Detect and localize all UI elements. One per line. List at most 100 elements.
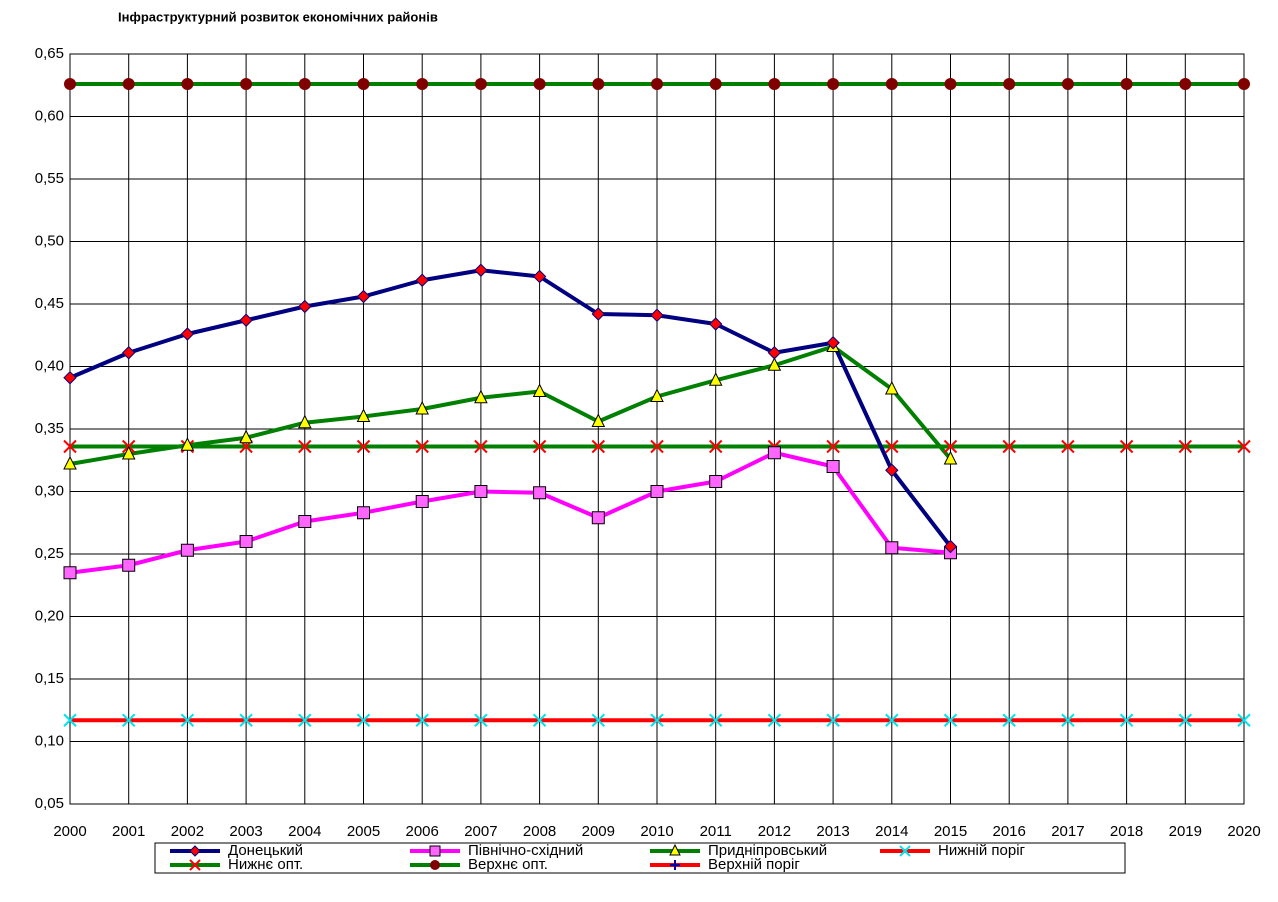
data-point bbox=[416, 78, 429, 90]
x-tick-label: 2013 bbox=[816, 823, 849, 840]
data-point bbox=[1061, 78, 1074, 90]
data-point bbox=[1061, 713, 1075, 727]
data-point bbox=[474, 78, 487, 90]
data-point bbox=[767, 446, 781, 460]
x-tick-label: 2010 bbox=[640, 823, 673, 840]
data-point bbox=[650, 388, 664, 402]
data-point bbox=[239, 313, 253, 327]
data-point bbox=[826, 439, 840, 454]
y-tick-label: 0,20 bbox=[35, 607, 64, 624]
data-point bbox=[356, 289, 371, 304]
data-point bbox=[63, 713, 77, 727]
data-point bbox=[885, 541, 899, 555]
data-point bbox=[532, 269, 547, 284]
x-tick-label: 2005 bbox=[347, 823, 380, 840]
data-point bbox=[474, 439, 488, 454]
data-point bbox=[943, 450, 958, 465]
data-point bbox=[827, 78, 840, 90]
x-tick-label: 2001 bbox=[112, 823, 145, 840]
data-point bbox=[826, 336, 840, 350]
x-tick-label: 2003 bbox=[229, 823, 262, 840]
y-tick-label: 0,35 bbox=[35, 420, 64, 437]
x-tick-label: 2017 bbox=[1051, 823, 1084, 840]
data-point bbox=[768, 78, 781, 90]
data-point bbox=[356, 439, 371, 454]
data-point bbox=[767, 357, 782, 371]
data-point bbox=[767, 713, 782, 727]
y-tick-label: 0,10 bbox=[35, 732, 64, 749]
data-point bbox=[650, 485, 664, 498]
y-tick-label: 0,25 bbox=[35, 545, 64, 562]
data-point bbox=[885, 463, 899, 477]
legend-marker bbox=[899, 845, 911, 857]
legend-label: Донецький bbox=[228, 842, 303, 859]
data-point bbox=[1119, 439, 1134, 454]
data-point bbox=[650, 439, 664, 454]
data-point bbox=[591, 413, 606, 427]
legend-label: Верхнє опт. bbox=[468, 856, 548, 873]
data-point bbox=[298, 299, 312, 314]
x-tick-label: 2000 bbox=[53, 823, 86, 840]
x-tick-label: 2006 bbox=[406, 823, 439, 840]
data-point bbox=[63, 566, 77, 580]
y-tick-label: 0,55 bbox=[35, 170, 64, 187]
data-point bbox=[1061, 439, 1075, 454]
data-point bbox=[298, 713, 312, 727]
data-point bbox=[298, 439, 312, 454]
y-tick-label: 0,40 bbox=[35, 357, 64, 374]
data-point bbox=[415, 713, 429, 727]
series-line bbox=[69, 344, 953, 466]
data-point bbox=[415, 495, 429, 508]
data-point bbox=[708, 439, 723, 454]
data-point bbox=[591, 511, 605, 525]
x-tick-label: 2012 bbox=[758, 823, 791, 840]
x-tick-label: 2004 bbox=[288, 823, 321, 840]
data-point bbox=[356, 408, 371, 422]
data-point bbox=[592, 78, 605, 90]
data-point bbox=[709, 475, 723, 488]
legend-marker bbox=[429, 845, 441, 857]
data-point bbox=[1178, 439, 1193, 454]
data-point bbox=[533, 486, 547, 500]
legend-marker bbox=[670, 860, 680, 870]
data-point bbox=[532, 383, 547, 397]
data-point bbox=[767, 346, 782, 360]
data-point bbox=[1119, 713, 1134, 727]
legend-marker bbox=[189, 859, 201, 871]
y-tick-label: 0,05 bbox=[35, 795, 64, 812]
y-tick-label: 0,65 bbox=[35, 45, 64, 62]
data-point bbox=[1237, 439, 1251, 454]
data-point bbox=[708, 317, 723, 331]
data-point bbox=[943, 439, 958, 454]
series-line bbox=[69, 268, 953, 548]
data-point bbox=[1002, 439, 1016, 454]
x-tick-label: 2011 bbox=[700, 823, 732, 840]
data-point bbox=[415, 400, 430, 415]
data-point bbox=[826, 713, 840, 727]
data-point bbox=[63, 371, 77, 385]
data-point bbox=[651, 78, 663, 90]
y-tick-label: 0,60 bbox=[35, 107, 64, 124]
plot-area bbox=[69, 53, 1245, 805]
data-point bbox=[239, 535, 253, 548]
x-tick-label: 2019 bbox=[1169, 823, 1202, 840]
data-point bbox=[591, 307, 606, 321]
data-point bbox=[533, 78, 546, 90]
data-point bbox=[122, 558, 136, 572]
data-point bbox=[943, 539, 958, 554]
data-point bbox=[415, 273, 429, 287]
x-tick-label: 2007 bbox=[464, 823, 497, 840]
data-point bbox=[240, 78, 253, 90]
data-point bbox=[239, 429, 253, 444]
data-point bbox=[474, 389, 488, 404]
data-point bbox=[708, 372, 723, 386]
data-point bbox=[1237, 713, 1251, 727]
y-tick-label: 0,30 bbox=[35, 482, 64, 499]
data-point bbox=[64, 78, 76, 90]
legend-label: Нижній поріг bbox=[938, 842, 1026, 859]
data-point bbox=[944, 78, 957, 90]
data-point bbox=[826, 460, 840, 473]
data-point bbox=[356, 713, 371, 727]
data-point bbox=[650, 713, 664, 727]
data-point bbox=[474, 485, 488, 498]
